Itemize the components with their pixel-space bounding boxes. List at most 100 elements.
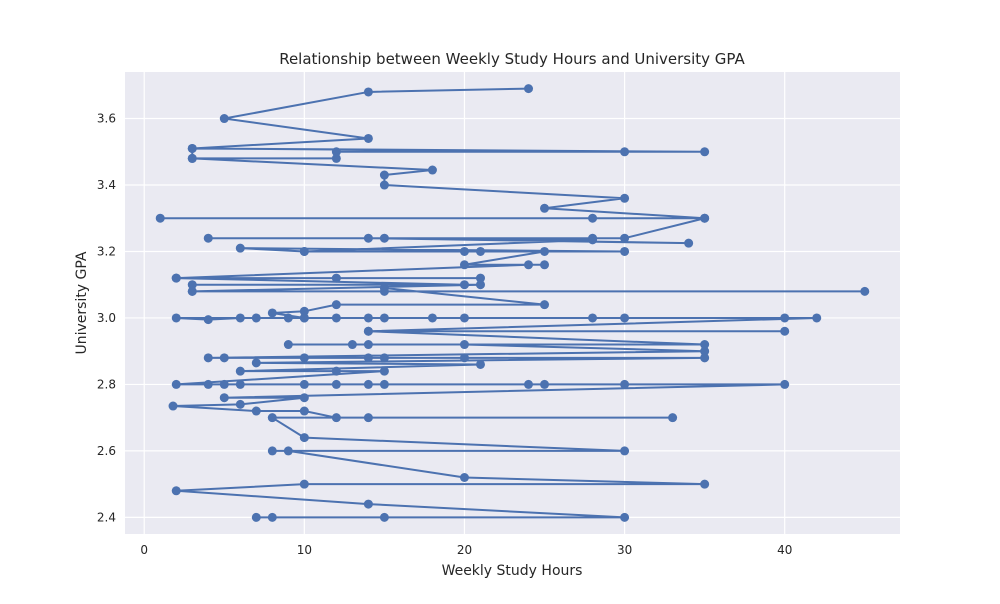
data-point <box>363 340 373 350</box>
chart-title: Relationship between Weekly Study Hours … <box>279 50 745 68</box>
data-point <box>347 340 357 350</box>
data-point <box>620 379 630 389</box>
data-point <box>251 358 261 368</box>
data-point <box>331 379 341 389</box>
data-point <box>620 233 630 243</box>
data-point <box>203 379 213 389</box>
data-point <box>459 313 469 323</box>
data-point <box>379 353 389 363</box>
data-point <box>475 280 485 290</box>
data-point <box>331 413 341 423</box>
series-layer <box>155 84 870 522</box>
data-point <box>540 246 550 256</box>
data-point <box>620 446 630 456</box>
x-tick-label: 0 <box>140 543 148 557</box>
data-point <box>203 315 213 325</box>
data-point <box>363 326 373 336</box>
data-point <box>363 133 373 143</box>
data-point <box>171 486 181 496</box>
data-point <box>379 233 389 243</box>
data-point <box>379 283 389 293</box>
data-point <box>187 280 197 290</box>
data-point <box>540 379 550 389</box>
data-point <box>331 273 341 283</box>
data-point <box>203 233 213 243</box>
data-point <box>588 313 598 323</box>
data-point <box>203 353 213 363</box>
data-point <box>299 406 309 416</box>
data-point <box>379 180 389 190</box>
data-point <box>299 246 309 256</box>
data-point <box>524 260 534 270</box>
data-point <box>219 393 229 403</box>
y-tick-label: 3.6 <box>97 112 116 126</box>
data-point <box>283 446 293 456</box>
y-tick-label: 2.8 <box>97 377 116 391</box>
data-point <box>620 512 630 522</box>
data-point <box>331 313 341 323</box>
data-point <box>235 313 245 323</box>
data-point <box>379 379 389 389</box>
data-point <box>187 143 197 153</box>
data-point <box>171 273 181 283</box>
data-point <box>475 359 485 369</box>
y-tick-label: 2.6 <box>97 444 116 458</box>
data-point <box>235 379 245 389</box>
data-point <box>459 280 469 290</box>
data-point <box>267 512 277 522</box>
data-point <box>219 379 229 389</box>
data-point <box>331 153 341 163</box>
data-point <box>267 413 277 423</box>
data-point <box>588 213 598 223</box>
data-point <box>780 379 790 389</box>
y-tick-label: 3.0 <box>97 311 116 325</box>
data-point <box>620 193 630 203</box>
data-point <box>379 170 389 180</box>
data-point <box>379 366 389 376</box>
data-point <box>299 379 309 389</box>
y-axis-label: University GPA <box>74 251 90 354</box>
data-point <box>459 340 469 350</box>
data-point <box>700 346 710 356</box>
series-line <box>159 87 866 519</box>
x-axis-label: Weekly Study Hours <box>442 563 583 579</box>
y-tick-labels: 2.4 2.6 2.8 3.0 3.2 3.4 3.6 <box>97 112 116 525</box>
data-point <box>620 313 630 323</box>
data-point <box>283 313 293 323</box>
data-point <box>459 353 469 363</box>
data-point <box>331 147 341 157</box>
data-point <box>267 308 277 318</box>
data-point <box>235 366 245 376</box>
data-point <box>299 313 309 323</box>
data-point <box>283 340 293 350</box>
data-point <box>331 366 341 376</box>
data-point <box>363 233 373 243</box>
data-point <box>668 413 678 423</box>
x-tick-label: 20 <box>457 543 472 557</box>
data-point <box>171 313 181 323</box>
data-point <box>155 213 165 223</box>
data-point <box>780 326 790 336</box>
data-point <box>363 87 373 97</box>
data-point <box>379 512 389 522</box>
data-point <box>251 406 261 416</box>
data-point <box>299 353 309 363</box>
data-point <box>700 213 710 223</box>
y-tick-label: 2.4 <box>97 510 116 524</box>
data-point <box>251 512 261 522</box>
data-point <box>700 340 710 350</box>
data-point <box>299 479 309 489</box>
data-point <box>187 286 197 296</box>
data-point <box>171 379 181 389</box>
data-point <box>363 379 373 389</box>
data-point <box>363 353 373 363</box>
data-point <box>187 153 197 163</box>
data-point <box>459 473 469 482</box>
data-point <box>363 313 373 323</box>
data-point <box>540 260 550 270</box>
data-point <box>427 313 437 323</box>
data-point <box>219 353 229 363</box>
y-tick-label: 3.2 <box>97 244 116 258</box>
